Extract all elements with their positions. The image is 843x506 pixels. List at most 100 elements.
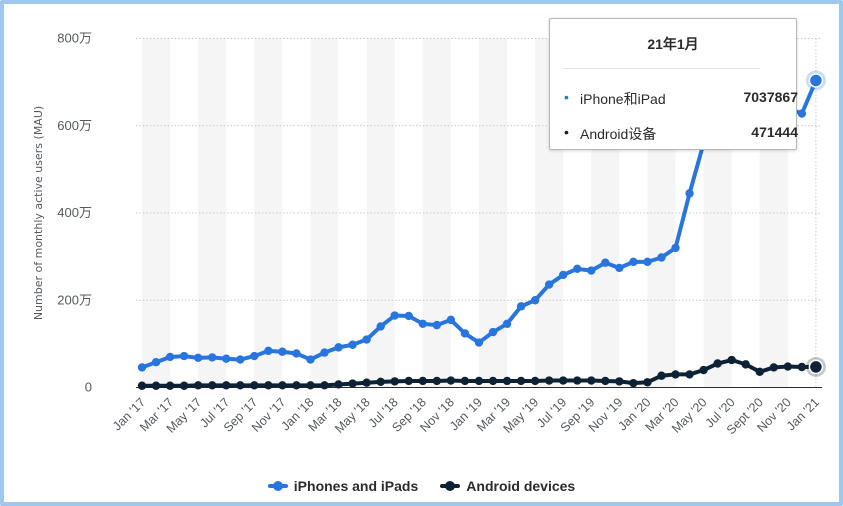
data-point[interactable]	[657, 253, 666, 262]
data-point[interactable]	[137, 363, 147, 372]
data-point[interactable]	[334, 343, 343, 352]
data-point[interactable]	[713, 359, 722, 368]
data-point[interactable]	[208, 353, 217, 362]
data-point[interactable]	[488, 327, 498, 337]
data-point[interactable]	[376, 322, 385, 331]
data-point[interactable]	[783, 362, 793, 371]
data-point[interactable]	[179, 381, 189, 390]
data-point[interactable]	[502, 319, 512, 329]
data-point[interactable]	[390, 311, 399, 320]
data-point[interactable]	[460, 376, 470, 386]
data-point[interactable]	[446, 376, 456, 385]
data-point[interactable]	[404, 376, 413, 386]
data-point[interactable]	[165, 352, 175, 362]
data-point[interactable]	[601, 258, 610, 267]
data-point[interactable]	[278, 381, 287, 390]
data-point[interactable]	[348, 340, 357, 349]
legend-symbol-android	[440, 479, 461, 493]
data-point[interactable]	[474, 376, 484, 386]
data-point[interactable]	[264, 381, 273, 390]
data-point[interactable]	[797, 362, 807, 372]
data-point[interactable]	[137, 381, 147, 390]
data-point[interactable]	[222, 354, 231, 363]
data-point[interactable]	[488, 376, 498, 386]
data-point[interactable]	[797, 109, 807, 118]
data-point[interactable]	[516, 376, 526, 386]
y-tick-label: 800万	[57, 31, 92, 46]
data-point[interactable]	[418, 319, 427, 329]
data-point[interactable]	[418, 376, 427, 386]
data-point[interactable]	[193, 381, 203, 390]
data-point[interactable]	[587, 266, 596, 275]
data-point[interactable]	[320, 381, 329, 390]
data-point[interactable]	[573, 376, 582, 385]
data-point[interactable]	[292, 381, 301, 390]
data-point[interactable]	[165, 381, 175, 390]
data-point[interactable]	[615, 263, 624, 273]
data-point[interactable]	[334, 380, 343, 389]
legend-item-android[interactable]: Android devices	[440, 478, 575, 494]
data-point[interactable]	[222, 381, 231, 390]
data-point-active[interactable]	[808, 73, 824, 88]
data-point[interactable]	[348, 379, 357, 388]
data-point[interactable]	[362, 335, 371, 344]
data-point[interactable]	[629, 378, 638, 388]
data-point[interactable]	[151, 381, 161, 390]
data-point[interactable]	[530, 296, 540, 305]
data-point[interactable]	[685, 370, 694, 379]
data-point[interactable]	[432, 376, 442, 386]
data-point[interactable]	[179, 351, 189, 361]
data-point[interactable]	[292, 349, 301, 358]
data-point[interactable]	[306, 381, 315, 390]
legend: iPhones and iPads Android devices	[0, 478, 843, 494]
data-point[interactable]	[741, 360, 750, 369]
data-point[interactable]	[657, 371, 666, 380]
data-point[interactable]	[516, 302, 526, 311]
data-point[interactable]	[643, 378, 652, 387]
data-point[interactable]	[446, 315, 456, 325]
data-point[interactable]	[460, 329, 470, 338]
data-point[interactable]	[474, 338, 484, 347]
legend-item-iphones[interactable]: iPhones and iPads	[267, 478, 418, 494]
data-point[interactable]	[615, 377, 624, 386]
data-point[interactable]	[769, 363, 778, 372]
data-point[interactable]	[320, 348, 329, 357]
data-point[interactable]	[208, 381, 217, 390]
data-point[interactable]	[629, 257, 638, 267]
data-point[interactable]	[587, 376, 596, 385]
data-point[interactable]	[573, 264, 582, 274]
data-point[interactable]	[559, 270, 568, 280]
tooltip-title: 21年1月	[647, 36, 699, 52]
data-point[interactable]	[643, 257, 652, 267]
data-point[interactable]	[376, 377, 385, 387]
data-point[interactable]	[404, 311, 413, 321]
data-point[interactable]	[390, 377, 399, 386]
data-point[interactable]	[755, 367, 764, 376]
data-point[interactable]	[432, 320, 442, 330]
data-point[interactable]	[264, 346, 273, 356]
data-point[interactable]	[250, 381, 259, 390]
data-point[interactable]	[544, 376, 554, 385]
data-point[interactable]	[530, 376, 540, 386]
data-point[interactable]	[193, 353, 203, 363]
data-point-active[interactable]	[808, 359, 824, 375]
data-point[interactable]	[306, 355, 315, 364]
data-point[interactable]	[236, 355, 245, 364]
data-point[interactable]	[699, 365, 708, 375]
data-point[interactable]	[502, 376, 512, 386]
data-point[interactable]	[559, 376, 568, 385]
data-point[interactable]	[151, 357, 161, 367]
data-point[interactable]	[362, 378, 371, 387]
data-point[interactable]	[601, 376, 610, 386]
data-point[interactable]	[671, 370, 680, 379]
data-point[interactable]	[278, 347, 287, 356]
data-point[interactable]	[685, 189, 694, 198]
data-point[interactable]	[671, 243, 680, 253]
data-point[interactable]	[544, 280, 554, 289]
data-point[interactable]	[236, 381, 245, 390]
data-point[interactable]	[727, 355, 736, 365]
tooltip-bullet-android: •	[564, 124, 569, 140]
data-point[interactable]	[250, 351, 259, 361]
